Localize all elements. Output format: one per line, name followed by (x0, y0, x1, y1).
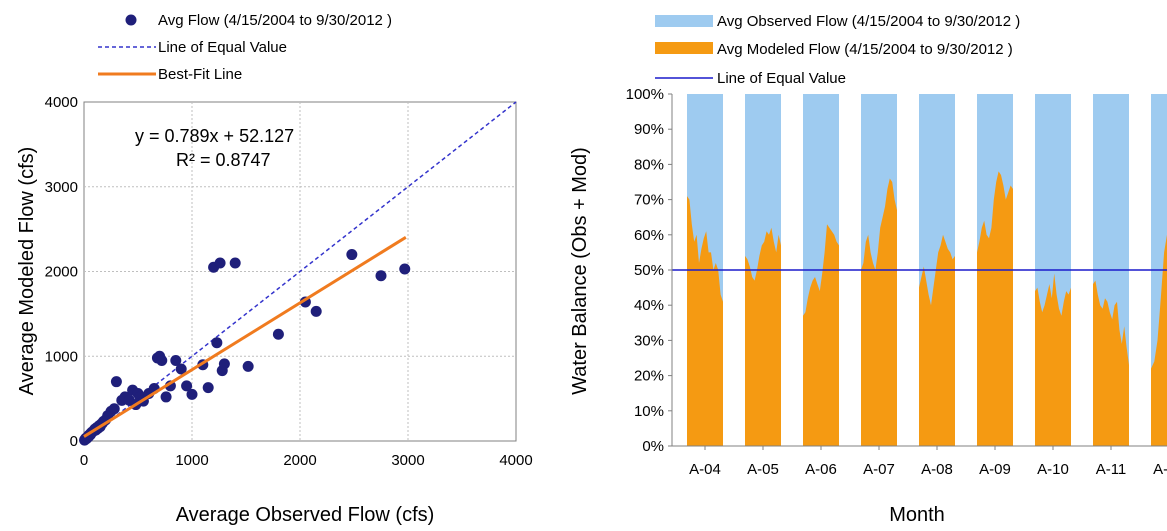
scatter-point (346, 249, 358, 261)
best-fit-line (83, 236, 407, 438)
legend-marker-observed (655, 15, 713, 27)
x-tick-label: A-08 (921, 461, 953, 478)
scatter-chart: Avg Flow (4/15/2004 to 9/30/2012 ) Line … (16, 12, 533, 526)
y-tick-label: 80% (634, 156, 664, 173)
y-tick-label: 90% (634, 121, 664, 138)
x-tick-label: A-09 (979, 461, 1011, 478)
scatter-point (272, 328, 284, 340)
legend-label-equal-value: Line of Equal Value (158, 39, 287, 56)
y-tick-label: 4000 (45, 94, 78, 111)
legend-label-observed: Avg Observed Flow (4/15/2004 to 9/30/201… (717, 13, 1020, 30)
water-balance-y-axis-label: Water Balance (Obs + Mod) (569, 147, 591, 395)
scatter-point (211, 337, 223, 349)
scatter-point (310, 305, 322, 317)
scatter-point (399, 263, 411, 275)
y-tick-label: 20% (634, 368, 664, 385)
x-tick-label: A-11 (1096, 461, 1127, 478)
scatter-point (110, 376, 122, 388)
scatter-point (242, 360, 254, 372)
scatter-points (79, 249, 411, 446)
y-tick-label: 100% (626, 86, 664, 103)
modeled-share-area (977, 171, 1013, 446)
scatter-point (170, 354, 182, 366)
x-tick-label: A-07 (863, 461, 895, 478)
x-tick-label: A-06 (805, 461, 837, 478)
scatter-point (181, 380, 193, 392)
y-tick-label: 30% (634, 332, 664, 349)
water-balance-chart: Avg Observed Flow (4/15/2004 to 9/30/201… (569, 13, 1167, 526)
modeled-share-area (1035, 273, 1071, 446)
y-tick-label: 3000 (45, 179, 78, 196)
modeled-share-area (803, 224, 839, 446)
x-tick-label: A-10 (1037, 461, 1069, 478)
water-balance-axes: 0% 10% 20% 30% 40% 50% 60% 70% 80% 90% 100% A-04 A-0… (626, 86, 1167, 478)
x-tick-label: A-04 (689, 461, 721, 478)
scatter-point (229, 257, 241, 269)
y-tick-label: 1000 (45, 348, 78, 365)
y-tick-label: 50% (634, 262, 664, 279)
y-tick-label: 40% (634, 297, 664, 314)
legend-label-avg-flow: Avg Flow (4/15/2004 to 9/30/2012 ) (158, 12, 392, 29)
x-tick-label: 3000 (391, 452, 424, 469)
scatter-point (156, 354, 168, 366)
x-tick-label: 2000 (283, 452, 316, 469)
modeled-share-area (1093, 280, 1129, 446)
modeled-share-area (919, 234, 955, 446)
modeled-share-area (861, 178, 897, 446)
legend-marker-modeled (655, 42, 713, 54)
legend-marker-avg-flow (125, 14, 137, 26)
modeled-share-area (687, 196, 723, 446)
scatter-axes: 00 1000 1000 2000 2000 3000 3000 4000 4000 (45, 94, 533, 469)
scatter-point (160, 391, 172, 403)
r-squared-value: R² = 0.8747 (176, 150, 271, 170)
water-balance-legend: Avg Observed Flow (4/15/2004 to 9/30/201… (655, 13, 1020, 87)
scatter-point (175, 363, 187, 375)
modeled-share-area (745, 227, 781, 446)
y-tick-label: 70% (634, 192, 664, 209)
y-tick-label: 10% (634, 403, 664, 420)
scatter-point (214, 257, 226, 269)
legend-label-equal-value-right: Line of Equal Value (717, 70, 846, 87)
modeled-share-area (1151, 224, 1167, 446)
scatter-y-axis-label: Average Modeled Flow (cfs) (16, 147, 38, 396)
x-tick-label: A-12 (1153, 461, 1167, 478)
y-tick-label: 2000 (45, 264, 78, 281)
scatter-point (375, 270, 387, 282)
scatter-legend: Avg Flow (4/15/2004 to 9/30/2012 ) Line … (98, 12, 392, 83)
legend-label-modeled: Avg Modeled Flow (4/15/2004 to 9/30/2012… (717, 41, 1013, 58)
y-tick-label: 0 (70, 433, 78, 450)
y-tick-label: 0% (642, 438, 664, 455)
y-tick-label: 60% (634, 227, 664, 244)
scatter-point (186, 388, 198, 400)
x-tick-label: 4000 (499, 452, 532, 469)
water-balance-x-axis-label: Month (889, 504, 945, 526)
scatter-point (108, 403, 120, 415)
legend-label-best-fit: Best-Fit Line (158, 66, 242, 83)
x-tick-label: 0 (80, 452, 88, 469)
scatter-point (218, 358, 230, 370)
scatter-point (202, 382, 214, 394)
x-tick-label: 1000 (175, 452, 208, 469)
regression-equation: y = 0.789x + 52.127 (135, 126, 294, 146)
scatter-x-axis-label: Average Observed Flow (cfs) (176, 504, 435, 526)
x-tick-label: A-05 (747, 461, 779, 478)
